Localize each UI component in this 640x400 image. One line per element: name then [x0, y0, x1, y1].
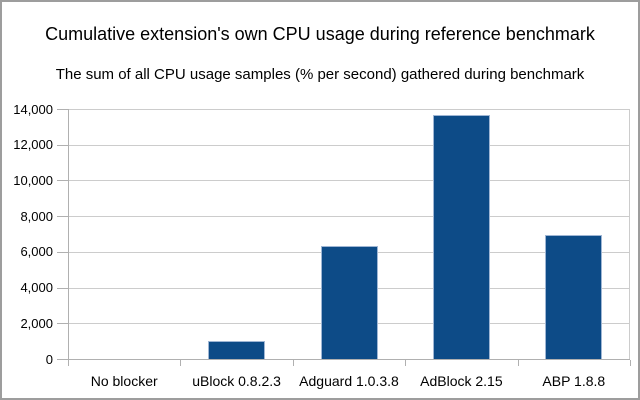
y-tick-label: 10,000 [13, 172, 53, 188]
x-tick [180, 360, 182, 366]
plot-top-border [68, 109, 630, 110]
y-tick [57, 287, 68, 289]
bar-adblock-2-15 [432, 115, 490, 359]
y-tick [57, 180, 68, 182]
y-tick [57, 216, 68, 218]
y-tick [57, 144, 68, 146]
plot-area [68, 109, 630, 360]
x-tick [292, 360, 294, 366]
x-axis-line [68, 359, 630, 360]
y-tick-label: 6,000 [20, 244, 53, 260]
y-tick-label: 14,000 [13, 101, 53, 117]
x-axis: No blocker uBlock 0.8.2.3 Adguard 1.0.3.8 A… [68, 360, 631, 398]
plot-right-border [629, 109, 630, 360]
x-category-label: ABP 1.8.8 [542, 373, 606, 389]
x-category-label: No blocker [90, 373, 158, 389]
gridline [69, 144, 629, 146]
x-category-label: uBlock 0.8.2.3 [192, 373, 281, 389]
y-tick-label: 4,000 [20, 280, 53, 296]
y-tick [57, 359, 68, 360]
y-axis: 0 2,000 4,000 6,000 8,000 10,000 12,000 14,000 [2, 102, 68, 367]
x-tick [405, 360, 407, 366]
y-tick-label: 12,000 [13, 137, 53, 153]
y-axis-line [68, 109, 69, 360]
gridline [69, 216, 629, 218]
y-tick-label: 8,000 [20, 208, 53, 224]
y-tick-label: 0 [45, 351, 53, 367]
x-category-label: AdBlock 2.15 [420, 373, 503, 389]
x-tick [68, 360, 69, 366]
bar-abp-1-8-8 [545, 235, 603, 359]
x-tick [517, 360, 519, 366]
y-tick [57, 323, 68, 325]
chart-subtitle: The sum of all CPU usage samples (% per … [55, 66, 585, 83]
x-tick [630, 360, 631, 366]
y-tick [57, 109, 68, 110]
bar-ublock-0-8-2-3 [208, 341, 266, 359]
y-tick [57, 251, 68, 253]
chart-title: Cumulative extension's own CPU usage dur… [45, 24, 595, 44]
y-tick-label: 2,000 [20, 315, 53, 331]
gridline [69, 180, 629, 182]
x-category-label: Adguard 1.0.3.8 [299, 373, 399, 389]
bar-adguard-1-0-3-8 [320, 246, 378, 359]
